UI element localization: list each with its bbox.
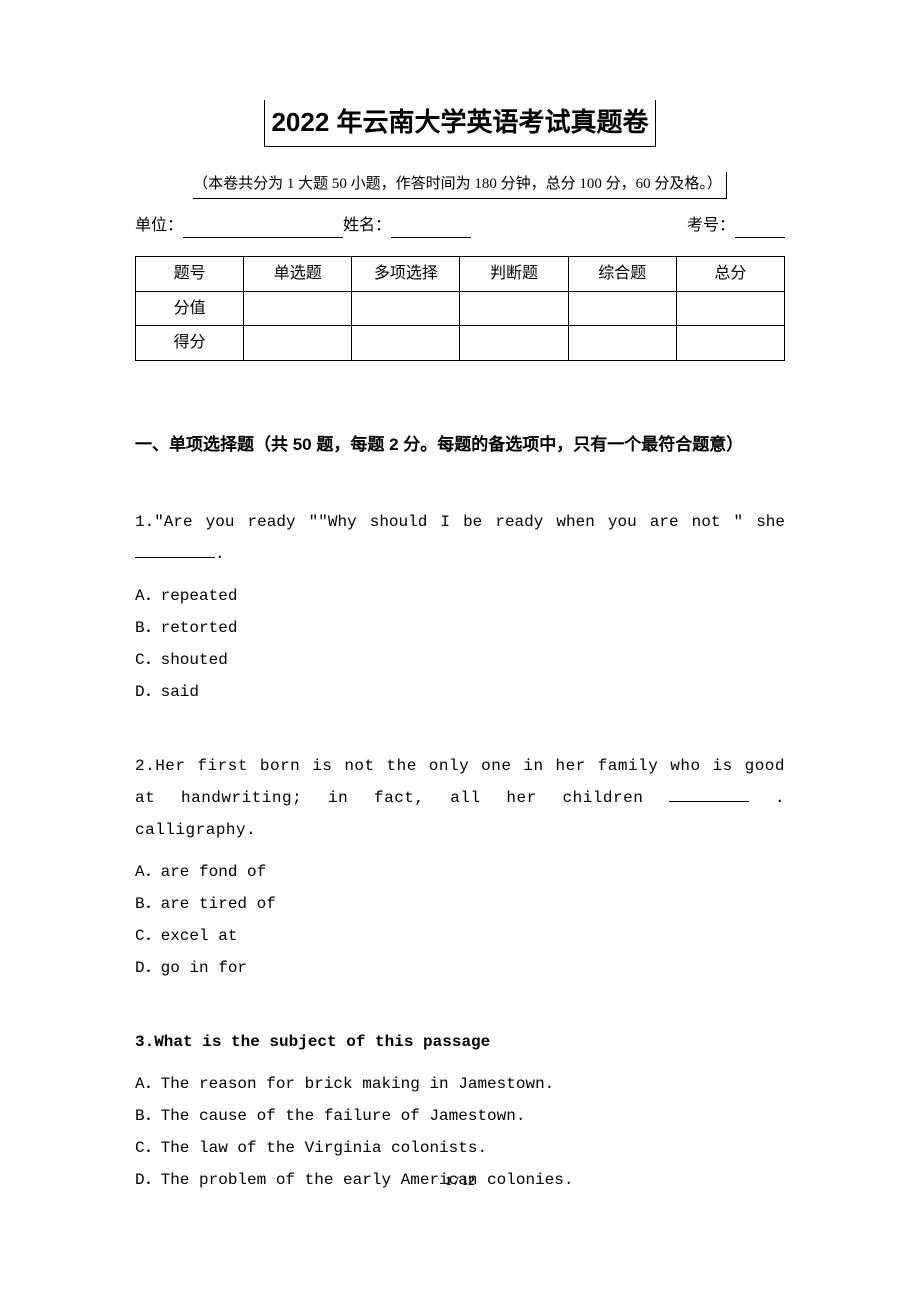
option-c: C．shouted <box>135 644 785 676</box>
option-c: C．excel at <box>135 920 785 952</box>
page-container: 2022 年云南大学英语考试真题卷 （本卷共分为 1 大题 50 小题，作答时间… <box>135 100 785 1242</box>
table-cell <box>244 291 352 326</box>
table-cell <box>352 326 460 361</box>
exam-no-field: 考号： <box>687 213 785 239</box>
fill-blank <box>135 542 215 558</box>
question-text: 3.What is the subject of this passage <box>135 1026 785 1058</box>
score-table: 题号 单选题 多项选择 判断题 综合题 总分 分值 得分 <box>135 256 785 361</box>
exam-no-underline <box>735 216 785 238</box>
table-row: 分值 <box>136 291 785 326</box>
option-b: B．are tired of <box>135 888 785 920</box>
option-b: B．retorted <box>135 612 785 644</box>
title-wrapper: 2022 年云南大学英语考试真题卷 <box>135 100 785 147</box>
question-2: 2.Her first born is not the only one in … <box>135 750 785 984</box>
table-cell <box>460 326 568 361</box>
question-text-after: . <box>215 545 225 563</box>
unit-label: 单位： <box>135 213 183 239</box>
table-cell <box>244 326 352 361</box>
option-a: A．repeated <box>135 580 785 612</box>
table-header-cell: 判断题 <box>460 257 568 292</box>
unit-underline <box>183 216 343 238</box>
table-cell: 得分 <box>136 326 244 361</box>
exam-no-label: 考号： <box>687 213 735 239</box>
table-header-cell: 综合题 <box>568 257 676 292</box>
option-d: D．said <box>135 676 785 708</box>
table-cell <box>568 326 676 361</box>
table-header-cell: 多项选择 <box>352 257 460 292</box>
exam-subtitle: （本卷共分为 1 大题 50 小题，作答时间为 180 分钟，总分 100 分，… <box>193 172 727 199</box>
name-label: 姓名： <box>343 213 391 239</box>
option-d: D．go in for <box>135 952 785 984</box>
table-cell: 分值 <box>136 291 244 326</box>
question-text: 1."Are you ready ""Why should I be ready… <box>135 506 785 570</box>
table-row: 得分 <box>136 326 785 361</box>
table-header-cell: 题号 <box>136 257 244 292</box>
subtitle-wrapper: （本卷共分为 1 大题 50 小题，作答时间为 180 分钟，总分 100 分，… <box>135 171 785 199</box>
question-1: 1."Are you ready ""Why should I be ready… <box>135 506 785 708</box>
table-cell <box>352 291 460 326</box>
info-line: 单位： 姓名： 考号： <box>135 213 785 239</box>
option-c: C．The law of the Virginia colonists. <box>135 1132 785 1164</box>
question-text: 2.Her first born is not the only one in … <box>135 750 785 846</box>
option-a: A．The reason for brick making in Jamesto… <box>135 1068 785 1100</box>
option-a: A．are fond of <box>135 856 785 888</box>
option-b: B．The cause of the failure of Jamestown. <box>135 1100 785 1132</box>
table-cell <box>676 326 784 361</box>
exam-title: 2022 年云南大学英语考试真题卷 <box>264 100 655 147</box>
table-header-cell: 单选题 <box>244 257 352 292</box>
table-header-cell: 总分 <box>676 257 784 292</box>
name-field: 姓名： <box>343 213 471 239</box>
name-underline <box>391 216 471 238</box>
table-cell <box>676 291 784 326</box>
table-cell <box>568 291 676 326</box>
table-cell <box>460 291 568 326</box>
fill-blank <box>669 786 749 802</box>
question-text-before: 1."Are you ready ""Why should I be ready… <box>135 513 785 531</box>
table-row: 题号 单选题 多项选择 判断题 综合题 总分 <box>136 257 785 292</box>
unit-field: 单位： <box>135 213 343 239</box>
page-number: 1 / 12 <box>135 1171 785 1192</box>
question-text-before: 3.What is the subject of this passage <box>135 1033 490 1051</box>
section-title: 一、单项选择题（共 50 题，每题 2 分。每题的备选项中，只有一个最符合题意） <box>135 431 785 458</box>
